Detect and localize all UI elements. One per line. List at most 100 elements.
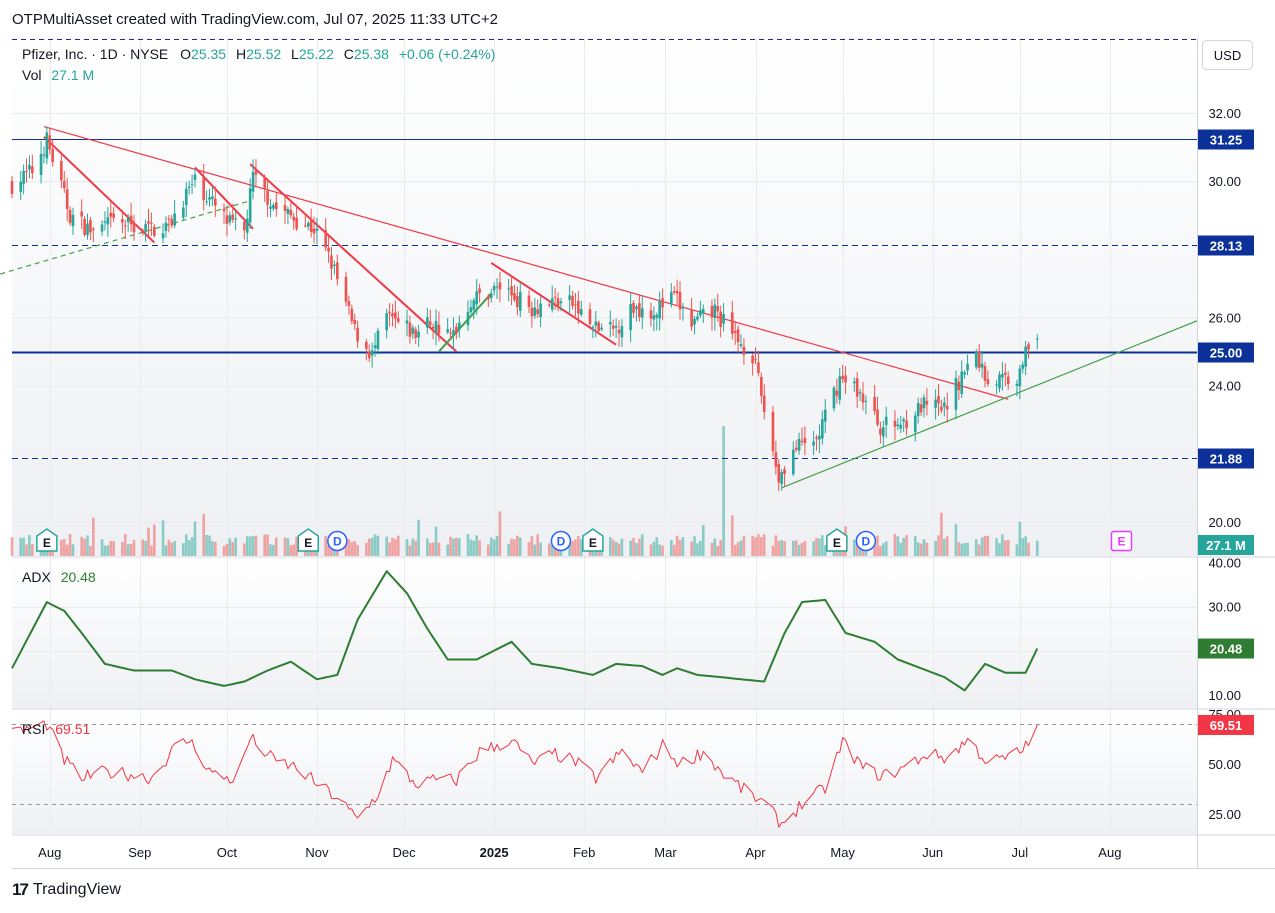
candle-body — [762, 395, 766, 412]
time-tick-label: Aug — [1098, 845, 1121, 860]
candle-body — [147, 221, 150, 224]
candle-body — [411, 327, 415, 334]
candle-body — [794, 447, 798, 450]
time-tick-label: Aug — [38, 845, 61, 860]
candle-body — [42, 154, 46, 156]
candle-body — [1021, 364, 1025, 369]
candle-body — [548, 304, 551, 306]
earnings-marker[interactable]: E — [826, 528, 848, 552]
volume-bar — [31, 544, 34, 556]
candle-body — [193, 174, 197, 180]
earnings-icon — [582, 528, 604, 552]
tradingview-logo[interactable]: 17 TradingView — [12, 880, 121, 900]
candle-body — [129, 215, 133, 225]
candle-body — [405, 320, 409, 324]
dividend-marker[interactable]: D — [550, 530, 572, 552]
rsi-legend[interactable]: RSI 69.51 — [22, 721, 90, 737]
earnings-marker[interactable]: E — [582, 528, 604, 552]
volume-bar — [190, 537, 194, 556]
trendline[interactable] — [781, 320, 1198, 489]
candle-body — [649, 310, 653, 319]
candle-body — [106, 217, 110, 225]
time-tick-label: Jul — [1012, 845, 1029, 860]
volume-value: 27.1 M — [51, 67, 94, 83]
price-tick-label: 30.00 — [1208, 174, 1241, 189]
candle-body — [103, 221, 107, 223]
candle-body — [48, 135, 52, 150]
candle-body — [211, 196, 214, 200]
candle-body — [771, 411, 775, 452]
candle-body — [510, 286, 513, 296]
candle-body — [591, 327, 595, 329]
volume-bar — [86, 535, 89, 556]
candle-body — [62, 181, 66, 189]
candle-body — [31, 166, 34, 174]
symbol-title: Pfizer, Inc. · 1D · NYSE — [22, 46, 168, 62]
candle-body — [89, 220, 92, 233]
volume-bar — [394, 539, 397, 556]
candle-body — [533, 307, 537, 316]
trendline[interactable] — [43, 136, 156, 244]
volume-bar — [733, 544, 737, 556]
candle-body — [722, 313, 725, 324]
low-label: L — [291, 46, 299, 62]
candle-body — [385, 313, 388, 331]
volume-bar — [791, 540, 795, 556]
volume-bar — [28, 535, 31, 556]
symbol-legend[interactable]: Pfizer, Inc. · 1D · NYSE O25.35 H25.52 L… — [22, 46, 495, 83]
candle-body — [579, 309, 583, 315]
rsi-line — [11, 720, 1038, 828]
candle-body — [304, 225, 307, 227]
grid — [12, 38, 1197, 834]
volume-bar — [353, 541, 357, 556]
volume-bar — [896, 536, 900, 556]
volume-bar — [823, 545, 827, 556]
currency-label: USD — [1214, 48, 1241, 63]
volume-bar — [225, 543, 229, 556]
volume-bar — [614, 541, 618, 556]
horizontal-levels[interactable] — [12, 139, 1197, 459]
earnings-marker[interactable]: E — [36, 528, 58, 552]
rsi-tick-label: 50.00 — [1208, 757, 1241, 772]
volume-bar — [434, 526, 438, 556]
earnings-marker[interactable]: E — [1110, 530, 1133, 552]
candle-body — [681, 306, 685, 309]
adx-legend[interactable]: ADX 20.48 — [22, 569, 96, 585]
candle-body — [815, 437, 818, 439]
volume-bar — [385, 536, 388, 556]
candle-body — [315, 228, 319, 231]
candle-body — [292, 216, 296, 221]
candle-body — [144, 224, 147, 233]
dividend-marker[interactable]: D — [327, 530, 348, 552]
level-badge-label: 31.25 — [1210, 133, 1243, 148]
volume-bar — [350, 541, 354, 556]
candle-body — [730, 312, 734, 334]
volume-bar — [579, 539, 583, 556]
candle-body — [553, 296, 557, 298]
candle-body — [879, 428, 882, 435]
trendline[interactable] — [438, 292, 492, 353]
volume-bar — [797, 544, 801, 556]
volume-bar — [164, 545, 168, 556]
time-tick-label: Mar — [654, 845, 677, 860]
volume-bar — [495, 535, 499, 556]
volume-bar — [367, 538, 371, 556]
candle-body — [960, 371, 964, 394]
candle-body — [780, 472, 783, 485]
level-badge-label: 25.00 — [1210, 346, 1243, 361]
volume-bar — [147, 527, 150, 556]
candle-body — [1015, 383, 1019, 386]
dividend-marker[interactable]: D — [855, 530, 877, 552]
candle-body — [733, 331, 737, 333]
trendline[interactable] — [43, 126, 1009, 400]
volume-bar — [60, 539, 63, 556]
candle-body — [272, 204, 275, 209]
earnings-marker[interactable]: E — [297, 528, 319, 552]
currency-button[interactable]: USD — [1202, 40, 1253, 70]
candle-body — [487, 296, 490, 300]
price-badges: 31.25 28.13 25.00 21.88 20.48 69.51 27.1 M — [1198, 129, 1254, 735]
volume-bar — [655, 537, 659, 556]
candle-body — [899, 424, 903, 429]
